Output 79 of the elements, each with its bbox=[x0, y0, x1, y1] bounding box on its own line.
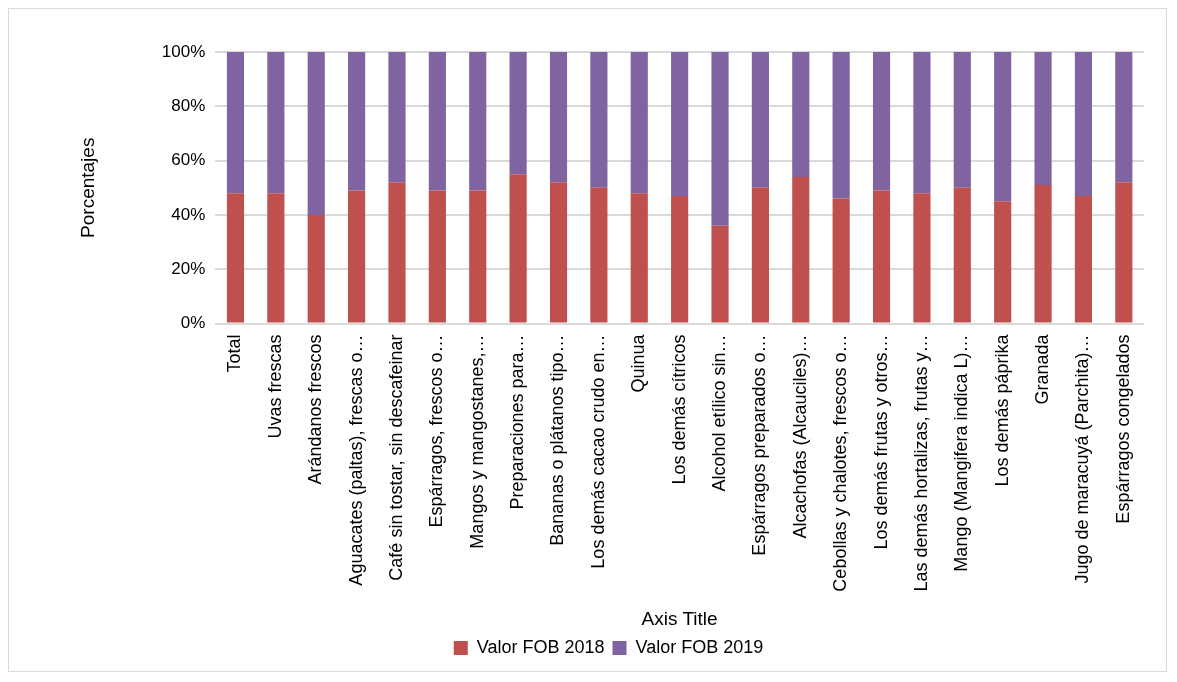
bar bbox=[913, 193, 931, 323]
bar bbox=[590, 187, 608, 323]
bar bbox=[1034, 185, 1052, 323]
bar bbox=[348, 52, 366, 191]
bar bbox=[872, 52, 891, 191]
x-tick-label: Los demás cítricos bbox=[668, 334, 689, 485]
x-tick-label: Arándanos frescos bbox=[305, 334, 326, 485]
y-tick-label: 20% bbox=[171, 258, 206, 278]
bar bbox=[469, 190, 487, 323]
x-tick-label: Quinua bbox=[628, 333, 649, 393]
bar bbox=[832, 52, 850, 199]
x-tick-label: Aguacates (paltas), frescas o… bbox=[345, 334, 366, 586]
bar bbox=[267, 52, 285, 194]
x-tick-label: Los demás páprika bbox=[991, 333, 1012, 487]
bar bbox=[388, 182, 406, 323]
bar bbox=[226, 193, 245, 323]
bar bbox=[1074, 195, 1093, 323]
bar bbox=[994, 201, 1012, 323]
x-tick-label: Los demás frutas y otros… bbox=[870, 334, 891, 550]
y-axis-title: Porcentajes bbox=[76, 137, 98, 238]
bar bbox=[711, 225, 729, 323]
x-tick-label: Preparaciones para… bbox=[507, 334, 528, 510]
x-tick-label: Mango (Mangifera indica L)… bbox=[951, 334, 972, 572]
bar bbox=[509, 52, 527, 175]
bar bbox=[792, 52, 810, 177]
bar bbox=[994, 52, 1012, 202]
bar bbox=[953, 187, 971, 323]
x-tick-label: Uvas frescas bbox=[264, 334, 285, 439]
bar bbox=[590, 52, 608, 188]
y-tick-label: 0% bbox=[180, 313, 206, 333]
bar bbox=[307, 214, 325, 323]
bar bbox=[671, 195, 689, 323]
x-tick-label: Espárragos preparados o… bbox=[749, 334, 770, 556]
bar bbox=[1034, 52, 1052, 186]
bar bbox=[872, 190, 891, 323]
x-tick-label: Alcachofas (Alcauciles)… bbox=[789, 334, 810, 539]
bar bbox=[751, 52, 769, 188]
y-tick-label: 40% bbox=[171, 204, 206, 224]
bar bbox=[630, 193, 648, 323]
bar bbox=[671, 52, 689, 196]
bar bbox=[1115, 52, 1133, 183]
bar bbox=[953, 52, 971, 188]
x-tick-label: Café sin tostar, sin descafeinar bbox=[385, 334, 406, 581]
bar bbox=[348, 190, 366, 323]
bar bbox=[307, 52, 325, 215]
bar bbox=[630, 52, 648, 194]
x-tick-label: Las demás hortalizas, frutas y… bbox=[910, 334, 931, 592]
bar bbox=[1074, 52, 1093, 196]
x-tick-label: Granada bbox=[1032, 333, 1053, 405]
x-tick-label: Mangos y mangostanes,… bbox=[466, 334, 487, 549]
x-axis-title: Axis Title bbox=[641, 607, 718, 629]
y-tick-label: 100% bbox=[161, 41, 206, 61]
x-tick-label: Cebollas y chalotes, frescos o… bbox=[830, 334, 851, 592]
bar bbox=[549, 52, 568, 183]
x-tick-label: Alcohol etílico sin… bbox=[708, 334, 729, 492]
x-tick-label: Espárragos congelados bbox=[1112, 334, 1133, 524]
x-tick-label: Total bbox=[224, 334, 245, 373]
y-tick-label: 80% bbox=[171, 95, 206, 115]
x-tick-label: Espárragos, frescos o… bbox=[426, 334, 447, 528]
bar bbox=[751, 187, 769, 323]
bar bbox=[428, 52, 446, 191]
bar bbox=[509, 174, 527, 323]
bar bbox=[388, 52, 406, 183]
bar bbox=[913, 52, 931, 194]
legend-label: Valor FOB 2018 bbox=[476, 636, 605, 657]
bar bbox=[832, 198, 850, 323]
bar bbox=[1115, 182, 1133, 323]
y-tick-label: 60% bbox=[171, 150, 206, 170]
bar bbox=[792, 176, 810, 323]
bar bbox=[469, 52, 487, 191]
x-tick-label: Los demás cacao crudo en… bbox=[587, 334, 608, 569]
bar bbox=[428, 190, 446, 323]
x-tick-label: Jugo de maracuyá (Parchita)… bbox=[1072, 334, 1093, 584]
x-tick-label: Bananas o plátanos tipo… bbox=[547, 334, 568, 546]
bar bbox=[267, 193, 285, 323]
bar bbox=[226, 52, 245, 194]
bar bbox=[711, 52, 729, 226]
legend-label: Valor FOB 2019 bbox=[635, 636, 764, 657]
bar bbox=[549, 182, 568, 323]
